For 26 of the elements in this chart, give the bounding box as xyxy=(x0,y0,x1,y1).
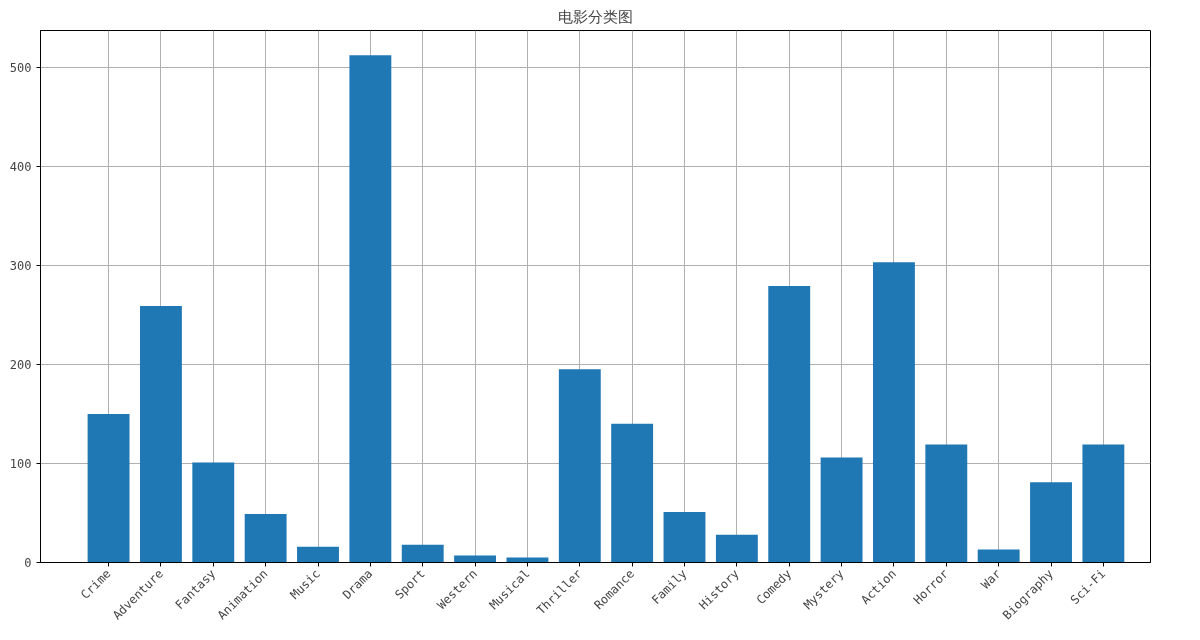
y-tick-label: 200 xyxy=(9,357,32,372)
bar xyxy=(244,513,287,563)
bar xyxy=(1082,444,1125,563)
bar xyxy=(558,369,601,563)
bar xyxy=(977,549,1020,563)
bar xyxy=(768,286,811,563)
bar xyxy=(1030,482,1072,563)
y-tick-label: 100 xyxy=(9,456,32,471)
bar xyxy=(663,511,706,563)
bar xyxy=(820,457,863,563)
bar xyxy=(401,544,444,563)
chart-title: 电影分类图 xyxy=(558,7,633,26)
bar xyxy=(611,423,654,563)
bar xyxy=(349,55,392,563)
bar xyxy=(87,413,130,563)
bar xyxy=(715,534,758,563)
bar xyxy=(192,462,235,563)
bar xyxy=(925,444,968,563)
bar xyxy=(297,546,339,563)
y-tick-label: 400 xyxy=(9,159,32,174)
y-tick-label: 500 xyxy=(9,60,32,75)
y-tick-label: 300 xyxy=(9,258,32,273)
bar xyxy=(139,305,182,563)
y-tick-label: 0 xyxy=(24,556,32,570)
bar xyxy=(873,262,915,563)
x-tick-label: War xyxy=(978,566,1004,592)
